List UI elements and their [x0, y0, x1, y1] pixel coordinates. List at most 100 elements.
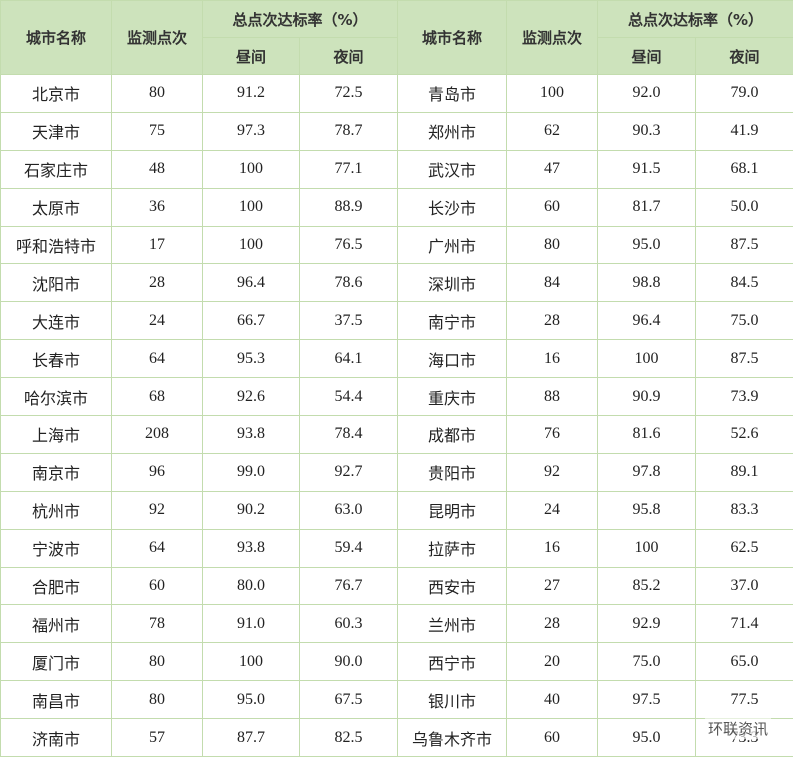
table-cell: 兰州市 [397, 604, 507, 644]
table-cell: 79.0 [695, 74, 793, 113]
table-row: 太原市 36 100 88.9 长沙市 60 81.7 50.0 [0, 187, 793, 227]
table-cell: 银川市 [397, 680, 507, 720]
table-cell: 南昌市 [0, 680, 112, 720]
table-cell: 75.0 [597, 642, 696, 682]
table-cell: 济南市 [0, 718, 112, 758]
table-cell: 60 [111, 566, 203, 606]
table-cell: 60 [506, 718, 598, 758]
table-cell: 16 [506, 339, 598, 379]
table-cell: 93.8 [202, 415, 300, 454]
table-cell: 36 [111, 187, 203, 227]
table-cell: 长春市 [0, 339, 112, 379]
table-cell: 68 [111, 377, 203, 417]
table-cell: 91.2 [202, 74, 300, 113]
table-cell: 62.5 [695, 528, 793, 568]
table-cell: 90.2 [202, 490, 300, 530]
table-cell: 28 [506, 301, 598, 341]
table-cell: 78.7 [299, 111, 398, 151]
table-cell: 大连市 [0, 301, 112, 341]
table-cell: 天津市 [0, 111, 112, 151]
table-cell: 76.7 [299, 566, 398, 606]
header-cell: 城市名称 [397, 0, 507, 75]
table-cell: 成都市 [397, 415, 507, 454]
table-cell: 深圳市 [397, 263, 507, 303]
table-cell: 60.3 [299, 604, 398, 644]
table-cell: 西宁市 [397, 642, 507, 682]
header-row: 昼间 夜间 昼间 夜间 [1, 37, 793, 75]
table-cell: 75 [111, 111, 203, 151]
table-row: 天津市 75 97.3 78.7 郑州市 62 90.3 41.9 [0, 111, 793, 151]
table-cell: 95.0 [597, 718, 696, 758]
table-cell: 89.1 [695, 452, 793, 492]
table-cell: 87.5 [695, 339, 793, 379]
table-cell: 60 [506, 187, 598, 227]
header-cell: 监测点次 [506, 0, 598, 75]
table-cell: 95.0 [202, 680, 300, 720]
table-cell: 南京市 [0, 452, 112, 492]
table-cell: 97.3 [202, 111, 300, 151]
table-cell: 92.9 [597, 604, 696, 644]
table-cell: 合肥市 [0, 566, 112, 606]
table-cell: 17 [111, 225, 203, 265]
table-row: 大连市 24 66.7 37.5 南宁市 28 96.4 75.0 [0, 301, 793, 341]
table-cell: 100 [202, 187, 300, 227]
table-cell: 100 [202, 642, 300, 682]
table-cell: 西安市 [397, 566, 507, 606]
header-cell: 监测点次 [111, 0, 203, 75]
table-cell: 80 [111, 680, 203, 720]
table-cell: 77.5 [695, 680, 793, 720]
table-cell: 100 [597, 339, 696, 379]
table-cell: 重庆市 [397, 377, 507, 417]
table-cell: 青岛市 [397, 74, 507, 113]
table-cell: 20 [506, 642, 598, 682]
table-cell: 97.5 [597, 680, 696, 720]
table-cell: 208 [111, 415, 203, 454]
table-cell: 16 [506, 528, 598, 568]
table-cell: 100 [202, 149, 300, 189]
table-cell: 上海市 [0, 415, 112, 454]
table-cell: 52.6 [695, 415, 793, 454]
table-cell: 80 [506, 225, 598, 265]
table-row: 哈尔滨市 68 92.6 54.4 重庆市 88 90.9 73.9 [0, 377, 793, 417]
table-cell: 65.0 [695, 642, 793, 682]
table-row: 合肥市 60 80.0 76.7 西安市 27 85.2 37.0 [0, 566, 793, 606]
table-cell: 呼和浩特市 [0, 225, 112, 265]
table-cell: 84.5 [695, 263, 793, 303]
table-cell: 广州市 [397, 225, 507, 265]
table-cell: 杭州市 [0, 490, 112, 530]
table-row: 北京市 80 91.2 72.5 青岛市 100 92.0 79.0 [0, 74, 793, 113]
table-cell: 73.9 [695, 377, 793, 417]
table-row: 上海市 208 93.8 78.4 成都市 76 81.6 52.6 [0, 415, 793, 454]
table-cell: 91.5 [597, 149, 696, 189]
table-cell: 95.8 [597, 490, 696, 530]
table-cell: 41.9 [695, 111, 793, 151]
table-cell: 84 [506, 263, 598, 303]
table-cell: 80 [111, 642, 203, 682]
table-cell: 62 [506, 111, 598, 151]
table-cell: 28 [506, 604, 598, 644]
table-cell: 76.5 [299, 225, 398, 265]
header-cell: 夜间 [695, 37, 793, 75]
table-cell: 98.8 [597, 263, 696, 303]
table-row: 长春市 64 95.3 64.1 海口市 16 100 87.5 [0, 339, 793, 379]
table-header: 城市名称 监测点次 总点次达标率（%） 城市名称 监测点次 总点次达标率（%） … [0, 0, 793, 75]
header-cell: 昼间 [202, 37, 300, 75]
table-cell: 92 [506, 452, 598, 492]
table-cell: 96 [111, 452, 203, 492]
table-cell: 宁波市 [0, 528, 112, 568]
table-cell: 75.0 [695, 301, 793, 341]
table-cell: 48 [111, 149, 203, 189]
table-cell: 37.0 [695, 566, 793, 606]
table-row: 宁波市 64 93.8 59.4 拉萨市 16 100 62.5 [0, 528, 793, 568]
table-cell: 92 [111, 490, 203, 530]
table-row: 石家庄市 48 100 77.1 武汉市 47 91.5 68.1 [0, 149, 793, 189]
table-cell: 24 [111, 301, 203, 341]
table-cell: 96.4 [202, 263, 300, 303]
table-cell: 85.2 [597, 566, 696, 606]
table-cell: 91.0 [202, 604, 300, 644]
table-cell: 石家庄市 [0, 149, 112, 189]
table-row: 福州市 78 91.0 60.3 兰州市 28 92.9 71.4 [0, 604, 793, 644]
table-row: 杭州市 92 90.2 63.0 昆明市 24 95.8 83.3 [0, 490, 793, 530]
